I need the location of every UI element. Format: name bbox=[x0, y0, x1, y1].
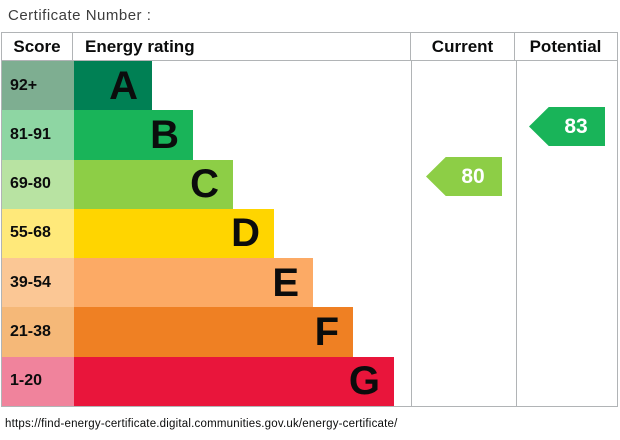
band-bar-g: G bbox=[74, 356, 394, 406]
certificate-source-url: https://find-energy-certificate.digital.… bbox=[5, 418, 398, 430]
potential-column-header: Potential bbox=[514, 33, 616, 60]
band-bar-area: E bbox=[74, 258, 411, 308]
band-row-f: 21-38 F bbox=[2, 307, 411, 357]
band-bar-area: D bbox=[74, 208, 411, 259]
band-row-e: 39-54 E bbox=[2, 258, 411, 308]
band-letter: G bbox=[348, 359, 380, 404]
chart-body: 92+ A 81-91 B 69-8 bbox=[2, 61, 617, 406]
band-score-range: 55-68 bbox=[2, 208, 74, 259]
band-letter: B bbox=[150, 112, 179, 157]
score-column-header: Score bbox=[2, 33, 73, 60]
band-score-range: 69-80 bbox=[2, 159, 74, 209]
band-score-range: 39-54 bbox=[2, 258, 74, 308]
current-column-header: Current bbox=[410, 33, 514, 60]
band-bar-d: D bbox=[74, 208, 274, 259]
energy-rating-column-header: Energy rating bbox=[85, 36, 195, 56]
band-letter: A bbox=[109, 63, 138, 108]
potential-rating-column: 83 bbox=[516, 61, 617, 406]
rating-bands: 92+ A 81-91 B 69-8 bbox=[2, 61, 411, 406]
band-letter: F bbox=[314, 310, 339, 355]
band-letter: C bbox=[190, 162, 219, 207]
current-rating-column: 80 bbox=[411, 61, 516, 406]
band-row-c: 69-80 C bbox=[2, 159, 411, 209]
band-row-g: 1-20 G bbox=[2, 356, 411, 406]
band-letter: E bbox=[272, 260, 299, 305]
band-bar-f: F bbox=[74, 307, 353, 357]
band-bar-a: A bbox=[74, 61, 152, 111]
band-bar-area: A bbox=[74, 61, 411, 111]
certificate-number-label: Certificate Number : bbox=[8, 7, 152, 24]
band-score-range: 21-38 bbox=[2, 307, 74, 357]
band-row-a: 92+ A bbox=[2, 61, 411, 111]
band-bar-area: F bbox=[74, 307, 411, 357]
band-bar-c: C bbox=[74, 159, 233, 209]
band-score-range: 81-91 bbox=[2, 110, 74, 160]
chart-header-row: Score Energy rating Current Potential bbox=[2, 33, 617, 61]
current-rating-arrow-icon: 80 bbox=[426, 157, 502, 196]
band-bar-e: E bbox=[74, 258, 313, 308]
band-bar-area: G bbox=[74, 356, 411, 406]
energy-rating-chart: Score Energy rating Current Potential 92… bbox=[1, 32, 618, 407]
band-score-range: 92+ bbox=[2, 61, 74, 111]
band-score-range: 1-20 bbox=[2, 356, 74, 406]
band-row-b: 81-91 B bbox=[2, 110, 411, 160]
band-letter: D bbox=[231, 211, 260, 256]
band-bar-b: B bbox=[74, 110, 193, 160]
potential-rating-arrow-icon: 83 bbox=[529, 107, 605, 146]
band-bar-area: B bbox=[74, 110, 411, 160]
band-bar-area: C bbox=[74, 159, 411, 209]
band-row-d: 55-68 D bbox=[2, 208, 411, 259]
